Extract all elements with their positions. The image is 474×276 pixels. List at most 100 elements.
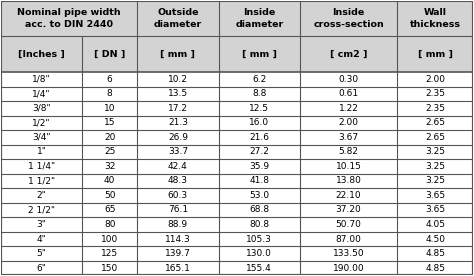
- Text: 26.9: 26.9: [168, 133, 188, 142]
- Text: Inside
diameter: Inside diameter: [235, 8, 283, 29]
- Text: 13.5: 13.5: [168, 89, 188, 98]
- Text: 2.00: 2.00: [425, 75, 445, 84]
- Text: 2.35: 2.35: [425, 89, 445, 98]
- Text: 88.9: 88.9: [168, 220, 188, 229]
- Text: [Inches ]: [Inches ]: [18, 50, 65, 59]
- Text: 12.5: 12.5: [249, 104, 269, 113]
- Text: 68.8: 68.8: [249, 206, 269, 214]
- Text: 20: 20: [104, 133, 115, 142]
- Text: 5.82: 5.82: [338, 147, 359, 156]
- Text: 10: 10: [104, 104, 115, 113]
- Text: 130.0: 130.0: [246, 249, 272, 258]
- Text: 53.0: 53.0: [249, 191, 269, 200]
- Text: 1/2": 1/2": [32, 118, 51, 128]
- Text: 150: 150: [101, 264, 118, 272]
- Text: 1": 1": [36, 147, 46, 156]
- Text: 3/4": 3/4": [32, 133, 51, 142]
- Bar: [397, 1, 474, 36]
- Text: 0.30: 0.30: [338, 75, 359, 84]
- Bar: [300, 1, 397, 36]
- Text: 165.1: 165.1: [165, 264, 191, 272]
- Text: Wall
thickness: Wall thickness: [410, 8, 461, 29]
- Bar: [137, 1, 219, 36]
- Text: 114.3: 114.3: [165, 235, 191, 243]
- Text: 42.4: 42.4: [168, 162, 188, 171]
- Text: 25: 25: [104, 147, 115, 156]
- Text: 3.67: 3.67: [338, 133, 359, 142]
- Text: 8.8: 8.8: [252, 89, 266, 98]
- Text: 2.65: 2.65: [425, 133, 445, 142]
- Text: 1/4": 1/4": [32, 89, 51, 98]
- Text: 2": 2": [36, 191, 46, 200]
- Text: 4.05: 4.05: [425, 220, 445, 229]
- Text: Outside
diameter: Outside diameter: [154, 8, 202, 29]
- Text: 2 1/2": 2 1/2": [28, 206, 55, 214]
- Text: 22.10: 22.10: [336, 191, 361, 200]
- Bar: [219, 36, 300, 72]
- Text: 2.00: 2.00: [338, 118, 359, 128]
- Text: 21.6: 21.6: [249, 133, 269, 142]
- Text: 3.25: 3.25: [425, 162, 445, 171]
- Bar: [397, 36, 474, 72]
- Text: 50: 50: [104, 191, 115, 200]
- Text: 60.3: 60.3: [168, 191, 188, 200]
- Bar: [137, 36, 219, 72]
- Text: 3/8": 3/8": [32, 104, 51, 113]
- Text: 2.35: 2.35: [425, 104, 445, 113]
- Text: 37.20: 37.20: [336, 206, 362, 214]
- Text: 15: 15: [104, 118, 115, 128]
- Bar: [0, 1, 137, 36]
- Text: 87.00: 87.00: [336, 235, 362, 243]
- Text: [ cm2 ]: [ cm2 ]: [330, 50, 367, 59]
- Text: 40: 40: [104, 176, 115, 185]
- Text: 125: 125: [101, 249, 118, 258]
- Text: 8: 8: [107, 89, 112, 98]
- Text: 65: 65: [104, 206, 115, 214]
- Bar: [0, 36, 82, 72]
- Text: 4": 4": [36, 235, 46, 243]
- Text: 3.25: 3.25: [425, 147, 445, 156]
- Text: 50.70: 50.70: [336, 220, 362, 229]
- Bar: [300, 36, 397, 72]
- Text: 105.3: 105.3: [246, 235, 272, 243]
- Text: 3.65: 3.65: [425, 191, 445, 200]
- Text: 3": 3": [36, 220, 46, 229]
- Text: 27.2: 27.2: [249, 147, 269, 156]
- Text: 139.7: 139.7: [165, 249, 191, 258]
- Text: 5": 5": [36, 249, 46, 258]
- Text: [ mm ]: [ mm ]: [418, 50, 453, 59]
- Text: 33.7: 33.7: [168, 147, 188, 156]
- Text: 0.61: 0.61: [338, 89, 359, 98]
- Text: 1 1/2": 1 1/2": [28, 176, 55, 185]
- Text: Inside
cross-section: Inside cross-section: [313, 8, 384, 29]
- Text: 3.25: 3.25: [425, 176, 445, 185]
- Text: 76.1: 76.1: [168, 206, 188, 214]
- Text: 133.50: 133.50: [333, 249, 365, 258]
- Text: 10.2: 10.2: [168, 75, 188, 84]
- Text: Nominal pipe width
acc. to DIN 2440: Nominal pipe width acc. to DIN 2440: [17, 8, 121, 29]
- Text: [ DN ]: [ DN ]: [94, 50, 125, 59]
- Text: 80: 80: [104, 220, 115, 229]
- Text: 10.15: 10.15: [336, 162, 362, 171]
- Text: 1 1/4": 1 1/4": [28, 162, 55, 171]
- Text: 13.80: 13.80: [336, 176, 362, 185]
- Text: 2.65: 2.65: [425, 118, 445, 128]
- Text: 16.0: 16.0: [249, 118, 269, 128]
- Text: 6": 6": [36, 264, 46, 272]
- Text: 6: 6: [107, 75, 112, 84]
- Text: 190.00: 190.00: [333, 264, 365, 272]
- Text: 6.2: 6.2: [252, 75, 266, 84]
- Bar: [219, 1, 300, 36]
- Text: [ mm ]: [ mm ]: [242, 50, 277, 59]
- Text: 100: 100: [101, 235, 118, 243]
- Text: 21.3: 21.3: [168, 118, 188, 128]
- Bar: [82, 36, 137, 72]
- Text: 4.50: 4.50: [425, 235, 445, 243]
- Text: 35.9: 35.9: [249, 162, 269, 171]
- Text: 41.8: 41.8: [249, 176, 269, 185]
- Text: 4.85: 4.85: [425, 249, 445, 258]
- Text: 155.4: 155.4: [246, 264, 272, 272]
- Text: [ mm ]: [ mm ]: [160, 50, 195, 59]
- Text: 1.22: 1.22: [338, 104, 358, 113]
- Text: 3.65: 3.65: [425, 206, 445, 214]
